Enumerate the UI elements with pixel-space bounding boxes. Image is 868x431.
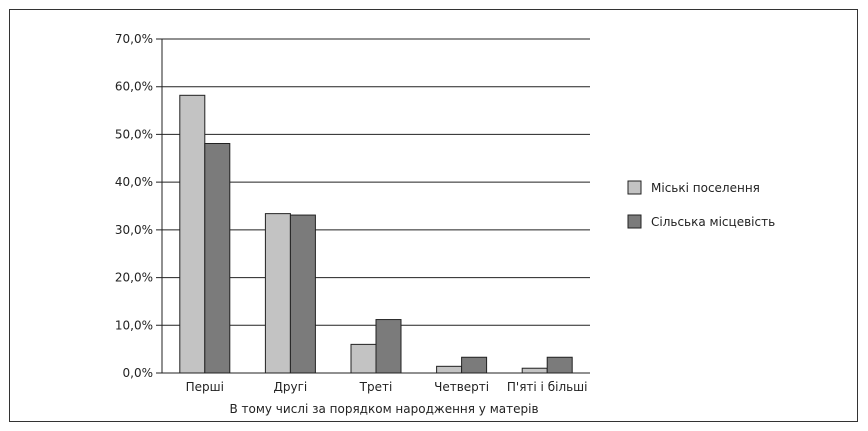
y-tick-labels: 0,0% 10,0% 20,0% 30,0% 40,0% 50,0% 60,0% 70,0% [115,32,153,380]
y-tick-label: 30,0% [115,223,153,237]
x-tick-label: Треті [359,380,393,394]
x-axis-title: В тому числі за порядком народження у ма… [229,402,538,416]
bar [289,214,316,374]
legend-swatch [627,180,642,195]
legend-label: Міські поселення [651,181,760,195]
bar [375,319,402,374]
legend-swatch [627,214,642,229]
legend: Міські поселення Сільська місцевість [627,180,775,229]
x-tick-label: Перші [186,380,224,394]
y-tick-label: 60,0% [115,80,153,94]
bar [461,356,488,374]
bar [521,367,548,374]
x-tick-label: Другі [274,380,308,394]
bar [350,343,377,374]
bars [179,94,573,374]
x-tick-label: П'яті і більші [507,380,588,394]
axes [156,39,590,374]
y-tick-label: 70,0% [115,32,153,46]
x-tick-labels: Перші Другі Треті Четверті П'яті і більші [186,380,588,394]
bar [436,365,463,374]
x-tick-label: Четверті [434,380,489,394]
bar [546,356,573,374]
y-tick-label: 40,0% [115,175,153,189]
bar [179,94,206,374]
y-tick-label: 0,0% [123,366,154,380]
bar [204,142,231,374]
chart-frame [9,9,858,422]
y-tick-label: 50,0% [115,127,153,141]
y-tick-label: 10,0% [115,318,153,332]
y-tick-label: 20,0% [115,271,153,285]
legend-label: Сільська місцевість [651,215,775,229]
bar [264,213,291,374]
